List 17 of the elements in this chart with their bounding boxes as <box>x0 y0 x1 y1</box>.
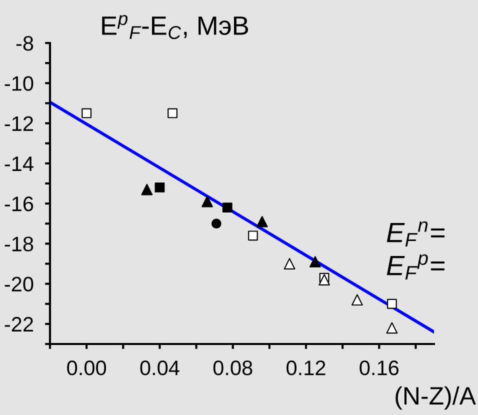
x-tick-label: 0.12 <box>286 360 326 376</box>
x-tick-label: 0.08 <box>213 360 252 376</box>
y-tick-label: -12 <box>4 116 33 131</box>
x-tick-label: 0.04 <box>140 360 180 376</box>
x-tick-label: 0.16 <box>360 360 399 376</box>
x-tick-label: 0.00 <box>67 360 106 376</box>
x-axis-title: (N-Z)/A <box>396 386 476 410</box>
y-tick-label: -10 <box>4 76 34 91</box>
annotation: E$_{F}$$^{p}$= <box>386 254 444 280</box>
y-tick-label: -22 <box>4 316 33 332</box>
annotation: E$_{F}$$^{n}$= <box>386 221 444 246</box>
chart-title: E$^{p}$$_{F}$-E$_{C}$, МэВ <box>102 15 248 40</box>
y-tick-label: -14 <box>4 156 34 171</box>
y-tick-label: -20 <box>4 276 34 292</box>
y-tick-label: -8 <box>16 36 34 51</box>
y-tick-label: -16 <box>4 196 34 212</box>
y-tick-label: -18 <box>4 236 34 252</box>
